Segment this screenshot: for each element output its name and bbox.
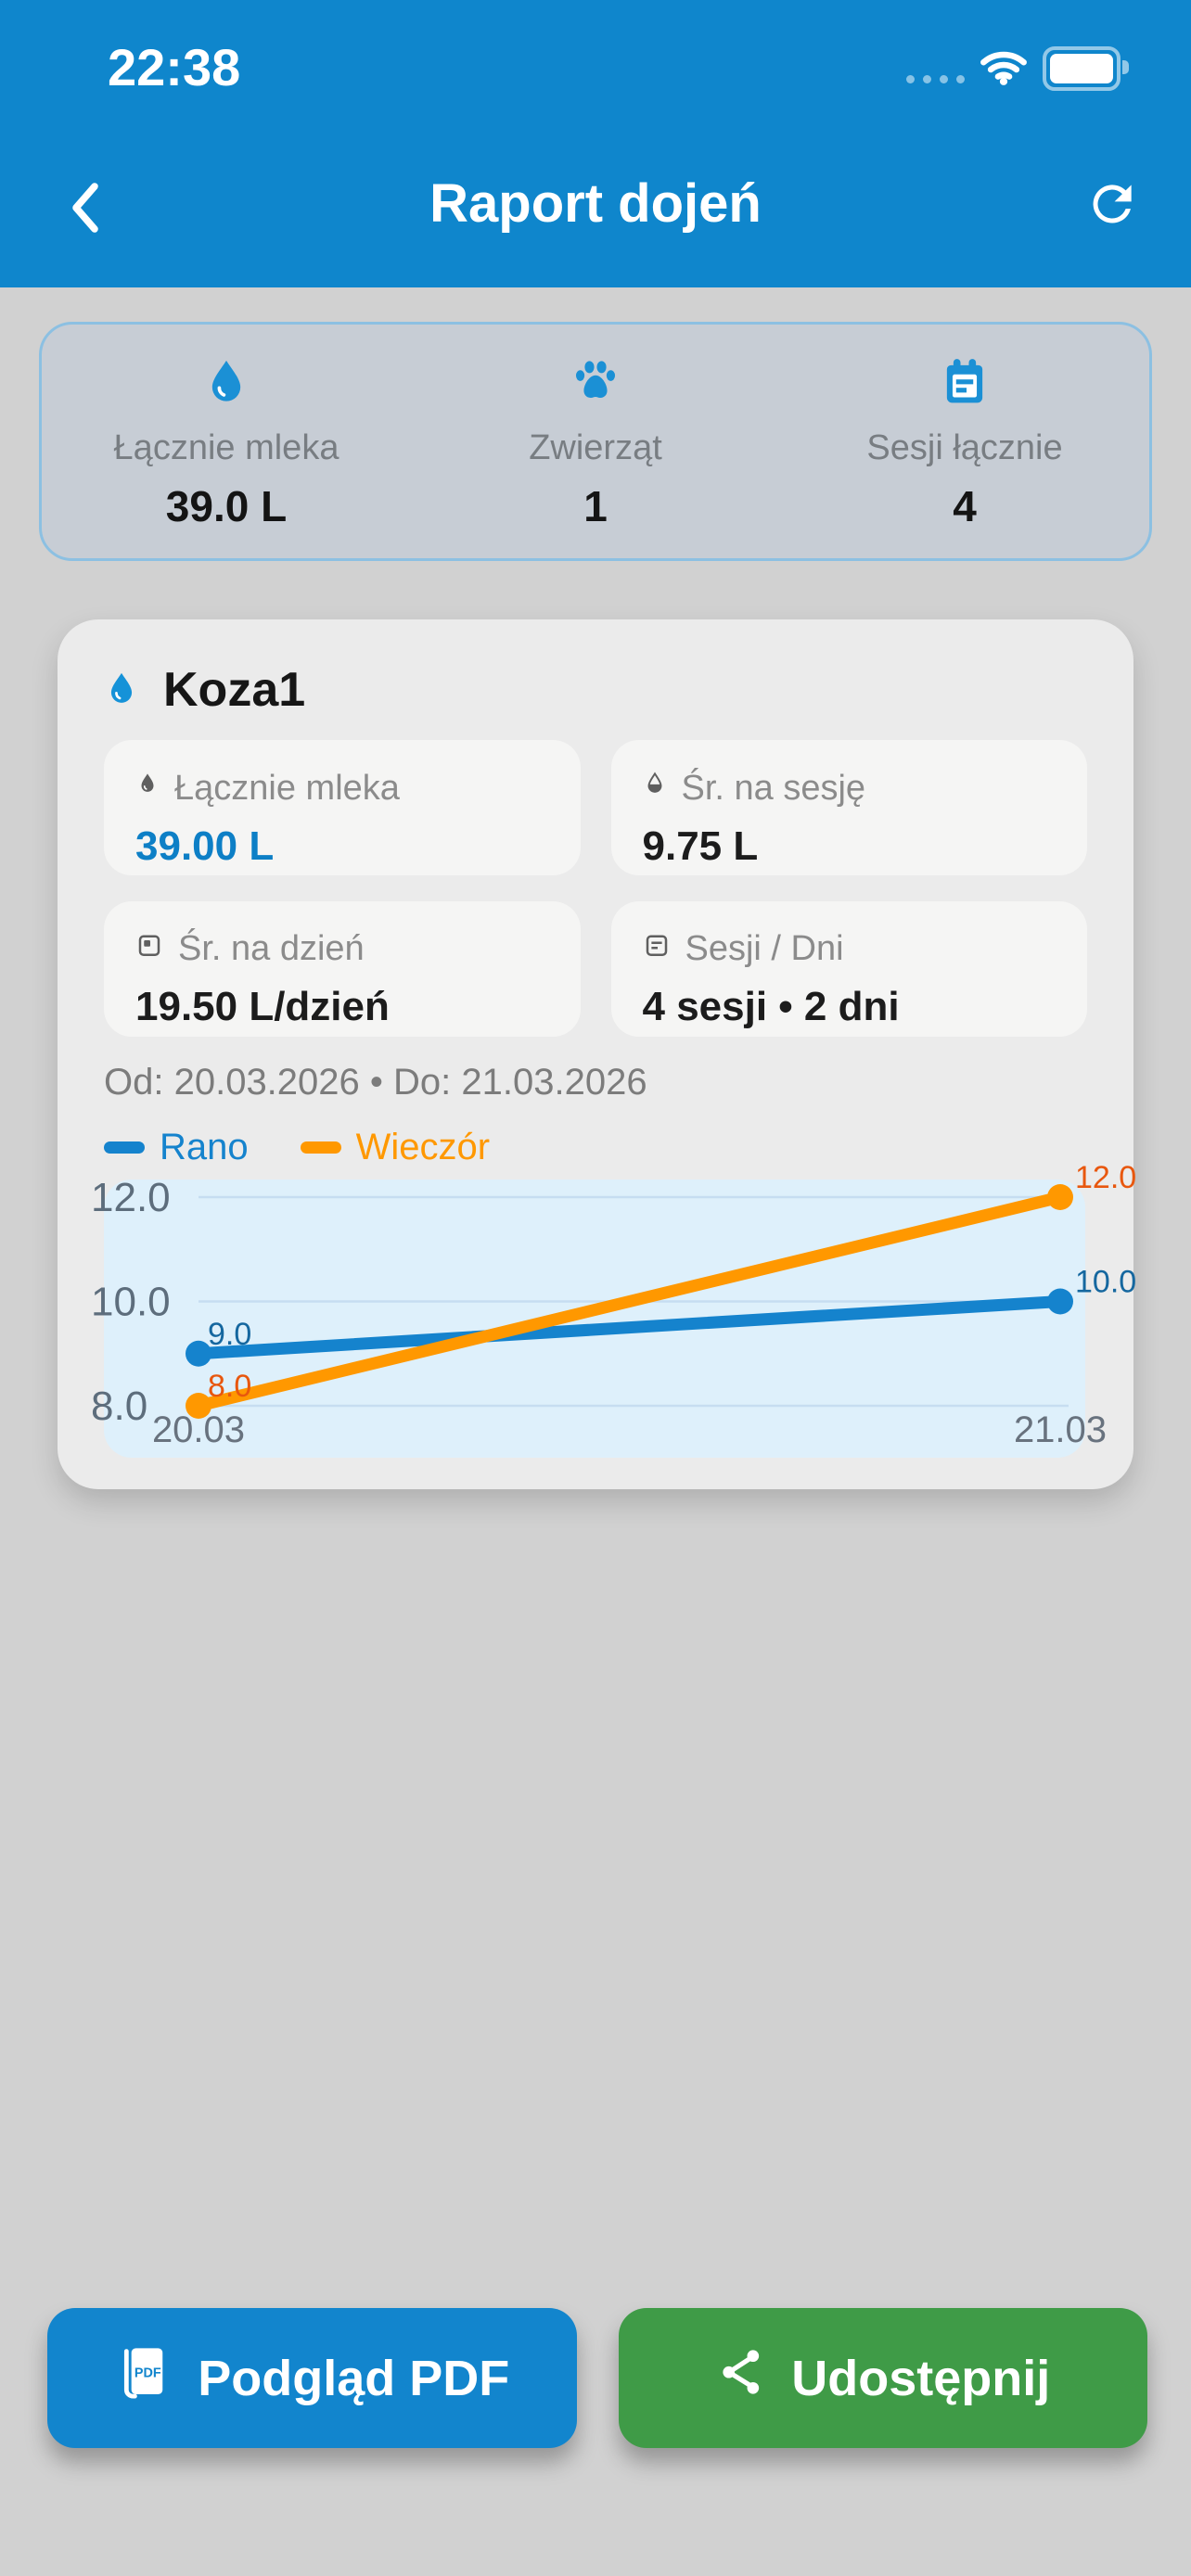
- legend-label: Rano: [160, 1126, 249, 1167]
- stat-label: Sesji / Dni: [685, 929, 844, 968]
- summary-value: 4: [953, 481, 977, 530]
- date-range: Od: 20.03.2026 • Do: 21.03.2026: [104, 1062, 647, 1103]
- summary-value: 1: [583, 481, 608, 530]
- stat-tile-total-milk: Łącznie mleka 39.00 L: [104, 740, 581, 875]
- stat-tiles: Łącznie mleka 39.00 L Śr. na sesję 9.75 …: [104, 740, 1087, 1037]
- chart-legend: Rano Wieczór: [104, 1126, 1087, 1168]
- stat-label: Łącznie mleka: [174, 768, 400, 808]
- summary-sessions: Sesji łącznie 4: [780, 352, 1149, 531]
- water-drop-icon: [104, 665, 139, 716]
- pdf-preview-button[interactable]: PDF Podgląd PDF: [47, 2308, 577, 2448]
- app-header: 22:38 Raport dojeń: [0, 0, 1191, 287]
- summary-value: 39.0 L: [165, 481, 288, 530]
- calendar-lines-icon: [643, 929, 671, 969]
- cellular-signal-icon: [906, 74, 965, 83]
- summary-total-milk: Łącznie mleka 39.0 L: [42, 352, 411, 531]
- svg-text:10.0: 10.0: [91, 1280, 171, 1325]
- water-drop-icon: [135, 768, 160, 809]
- stat-value: 4 sesji • 2 dni: [642, 984, 900, 1029]
- calendar-day-icon: [135, 929, 163, 969]
- legend-item-wieczor: Wieczór: [300, 1126, 491, 1168]
- status-icons: [906, 43, 1130, 95]
- legend-item-rano: Rano: [104, 1127, 249, 1168]
- svg-text:9.0: 9.0: [208, 1317, 251, 1352]
- animal-report-card: Koza1 Łącznie mleka 39.00 L: [58, 619, 1136, 1489]
- summary-animals: Zwierząt 1: [411, 352, 780, 531]
- chart-canvas: 8.010.012.020.03 21.039.010.08.012.0: [91, 1160, 1136, 1450]
- stat-tile-avg-session: Śr. na sesję 9.75 L: [610, 740, 1087, 875]
- clock: 22:38: [108, 38, 241, 96]
- page-title: Raport dojeń: [429, 173, 762, 234]
- navigation-bar: Raport dojeń: [0, 163, 1191, 260]
- svg-text:21.03: 21.03: [1014, 1409, 1107, 1450]
- svg-text:PDF: PDF: [134, 2366, 161, 2380]
- wifi-icon: [980, 48, 1028, 90]
- calendar-note-icon: [780, 352, 1149, 410]
- bottom-actions: PDF Podgląd PDF Udostępnij: [47, 2308, 1147, 2448]
- animal-card-header: Koza1: [104, 663, 1087, 717]
- stat-value: 39.00 L: [135, 823, 275, 869]
- summary-label: Sesji łącznie: [866, 427, 1063, 467]
- animal-name: Koza1: [163, 663, 306, 717]
- share-icon: [715, 2346, 767, 2410]
- stat-label: Śr. na dzień: [178, 929, 365, 968]
- pdf-button-label: Podgląd PDF: [198, 2350, 510, 2406]
- share-button-label: Udostępnij: [791, 2350, 1051, 2406]
- stat-label: Śr. na sesję: [681, 768, 866, 808]
- milk-sessions-line-chart: 8.0 10.0 12.0 20.03 21.03 9.0 10.0 8.0 12.0: [91, 1160, 1136, 1458]
- summary-card: Łącznie mleka 39.0 L Zwierząt 1: [39, 322, 1152, 561]
- back-button[interactable]: [58, 176, 113, 241]
- legend-swatch-icon: [300, 1141, 341, 1154]
- stat-tile-sessions-days: Sesji / Dni 4 sesji • 2 dni: [610, 901, 1087, 1037]
- battery-icon: [1043, 46, 1129, 91]
- share-button[interactable]: Udostępnij: [618, 2308, 1147, 2448]
- refresh-button[interactable]: [1082, 174, 1143, 236]
- water-drop-icon: [42, 352, 411, 410]
- svg-text:12.0: 12.0: [91, 1175, 171, 1220]
- pdf-icon: PDF: [114, 2342, 173, 2414]
- stat-value: 19.50 L/dzień: [135, 984, 390, 1029]
- half-drop-icon: [643, 768, 667, 809]
- svg-text:8.0: 8.0: [91, 1384, 147, 1429]
- summary-label: Łącznie mleka: [113, 427, 339, 467]
- svg-text:10.0: 10.0: [1075, 1265, 1136, 1300]
- summary-label: Zwierząt: [529, 427, 662, 467]
- svg-text:8.0: 8.0: [208, 1369, 251, 1404]
- paw-icon: [411, 352, 780, 410]
- legend-swatch-icon: [104, 1141, 145, 1154]
- legend-label: Wieczór: [355, 1126, 491, 1167]
- status-bar: 22:38: [0, 35, 1191, 102]
- svg-text:12.0: 12.0: [1075, 1160, 1136, 1195]
- stat-value: 9.75 L: [642, 823, 759, 869]
- stat-tile-avg-day: Śr. na dzień 19.50 L/dzień: [104, 901, 581, 1037]
